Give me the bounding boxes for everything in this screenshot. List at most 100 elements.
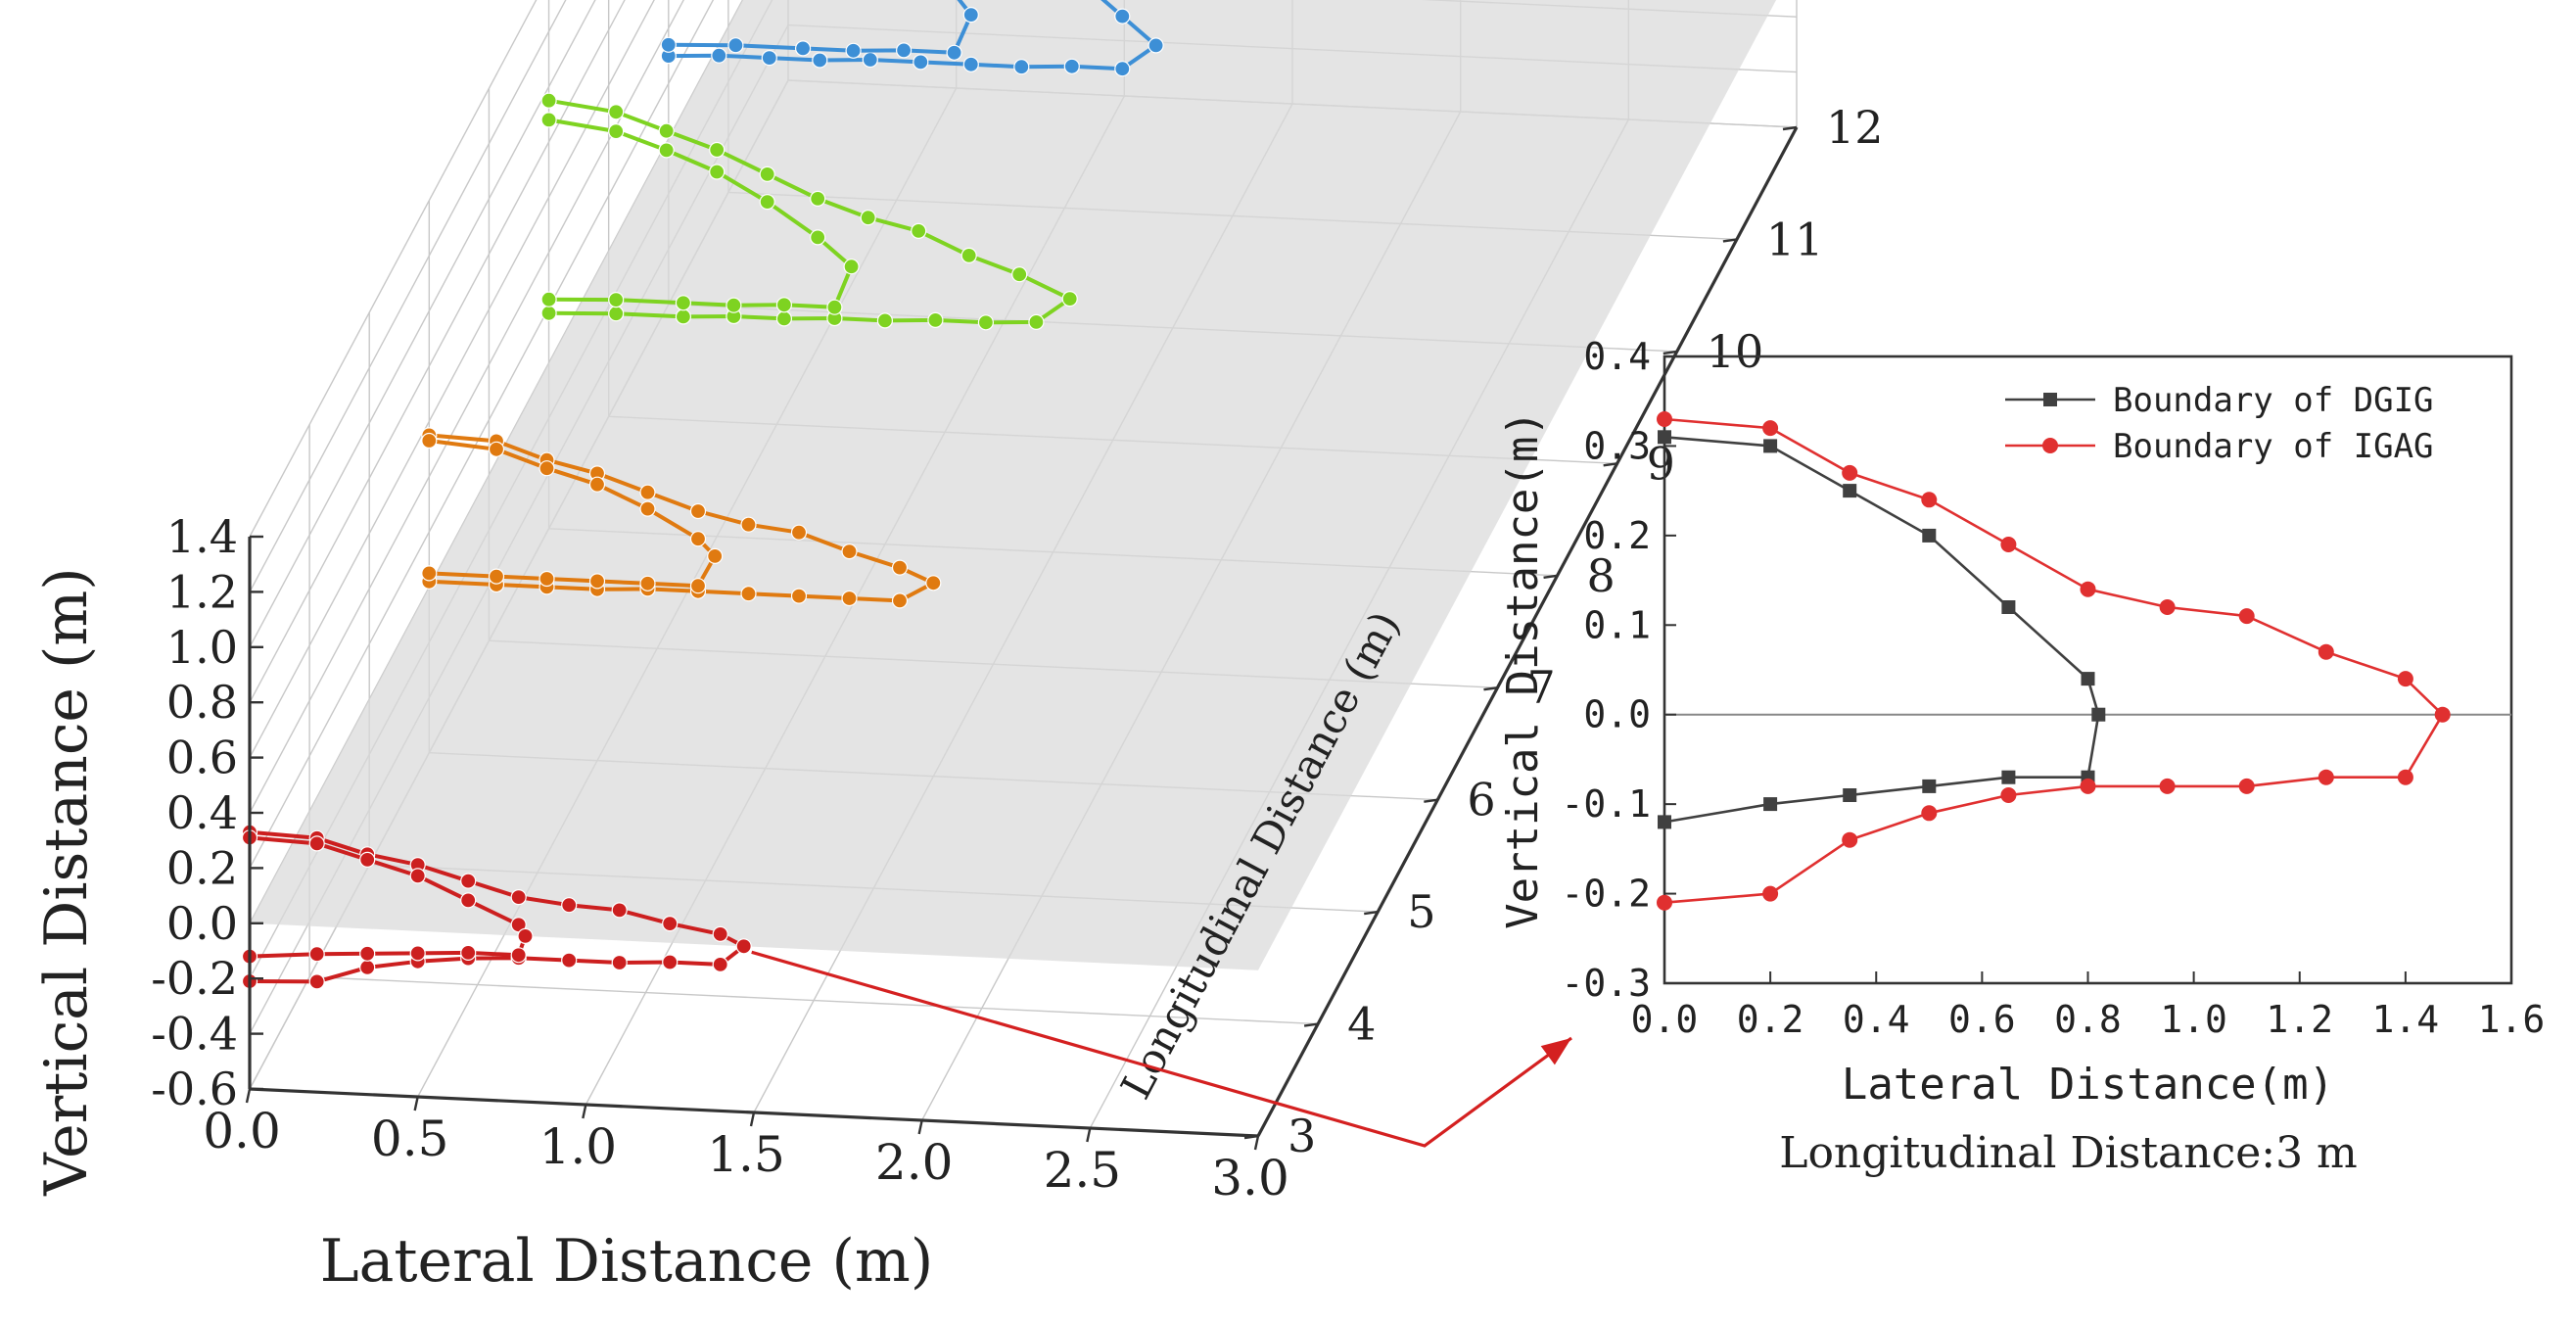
series-2d-point [2238,778,2255,794]
series-3d-point [759,194,775,211]
series-2d-point [2318,643,2334,660]
z-tick-label-3d-6: 6 [1467,774,1495,827]
y-tick-label-3d-0p4: 0.4 [166,786,238,839]
series-2d-point [1658,430,1671,445]
series-2d-point [2397,671,2413,687]
series-3d-point [891,592,909,609]
legend: Boundary of DGIG Boundary of IGAG [2005,381,2434,466]
x-tick-3d-0p0 [245,1088,252,1104]
x-tick-label-3d-1p5: 1.5 [707,1126,785,1183]
x-tick-label-2d-1p4: 1.4 [2372,998,2440,1041]
series-3d-point [639,500,656,517]
series-3d-z8-dgig [540,112,860,315]
series-2d-point [1842,831,1858,848]
series-3d-point [540,291,557,307]
callout-arrow-line [751,950,1572,1148]
x-tick-label-2d-0p0: 0.0 [1631,998,1699,1041]
series-3d-point [810,190,826,207]
series-3d-point [845,42,862,59]
chart-3d-series [241,0,1164,990]
series-2d-point [2000,787,2017,803]
series-2d-point [2238,608,2255,625]
series-3d-point [608,292,625,308]
series-2d-point [1922,779,1937,793]
y-axis-label-3d: Vertical Distance (m) [32,567,101,1196]
series-3d-point [711,47,727,64]
series-3d-point [662,915,679,932]
series-2d-point [1843,788,1857,802]
series-3d-point [539,460,555,477]
x-tick-label-2d-0p6: 0.6 [1948,998,2016,1041]
series-3d-point [308,946,325,963]
y-tick-label-2d-0p1: 0.1 [1583,603,1651,646]
callout-arrow [751,950,1572,1148]
y-tick-label-3d-0p6: 0.6 [166,732,238,784]
series-3d-point [639,575,656,591]
z-tick-3d-6 [1424,798,1438,803]
series-3d-point [608,123,625,140]
series-2d-line [1663,417,2445,904]
series-3d-point [1114,61,1131,77]
series-3d-point [539,570,555,588]
grid-line-wall-y-0p6 [249,0,655,758]
series-2d-point [2081,672,2095,686]
series-3d-point [561,897,578,914]
series-3d-point [1147,37,1164,54]
y-tick-label-3d-1p4: 1.4 [166,510,238,563]
series-2d-point [2159,599,2176,615]
series-3d-point [308,835,325,852]
series-3d-point [409,868,426,884]
z-tick-label-3d-10: 10 [1707,325,1764,378]
z-tick-3d-3 [1243,1134,1259,1140]
legend-entry-igag: Boundary of IGAG [2005,427,2434,466]
y-tick-label-2d-0p2: 0.2 [1583,514,1651,557]
z-tick-label-3d-12: 12 [1826,101,1884,154]
series-3d-point [359,851,376,869]
y-tick-label-3d-neg0p4: -0.4 [151,1008,238,1061]
z-tick-label-3d-3: 3 [1288,1110,1316,1162]
x-tick-3d-1p0 [582,1104,587,1119]
z-tick-label-3d-8: 8 [1587,549,1616,602]
series-2d-point [1763,797,1778,812]
y-tick-label-2d-neg0p2: -0.2 [1561,873,1651,916]
z-axis-3d [1256,126,1799,1137]
series-3d-point [707,547,724,565]
series-2d-point [1762,885,1779,902]
series-3d-point [775,297,793,313]
series-3d-point [977,314,995,331]
series-3d-point [409,945,426,962]
series-3d-point [810,229,826,246]
z-tick-label-3d-5: 5 [1407,885,1435,938]
series-3d-point [660,36,677,53]
series-2d-point [1842,464,1858,481]
series-3d-point [735,938,752,955]
series-2d-dgig [1658,430,2106,829]
x-tick-label-2d-1p2: 1.2 [2266,998,2333,1041]
series-3d-point [790,588,808,604]
series-3d-point [421,432,438,449]
y-tick-label-3d-1p2: 1.2 [166,565,238,618]
x-tick-3d-1p5 [749,1111,756,1127]
x-tick-3d-2p5 [1086,1127,1092,1143]
y-tick-label-3d-0p8: 0.8 [166,676,238,729]
series-2d-point [1762,420,1779,437]
series-3d-point [946,44,962,61]
zero-plane [250,0,1777,970]
series-2d-point [1763,439,1778,453]
chart-3d: Lateral Distance (m) Vertical Distance (… [32,0,1884,1296]
series-2d-point [2318,769,2334,785]
series-2d-point [1657,411,1672,427]
series-3d-point [740,586,757,602]
y-tick-label-3d-0p2: 0.2 [166,841,238,894]
series-3d-point [876,312,894,329]
series-3d-point [761,49,777,67]
z-tick-3d-11 [1722,238,1738,243]
x-tick-label-3d-0p5: 0.5 [371,1111,449,1167]
grid-line-wall-y-1p2 [249,0,567,592]
series-3d-point [740,516,757,533]
series-3d-point [658,122,675,139]
series-2d-point [1921,805,1938,822]
x-axis-label-2d: Lateral Distance(m) [1842,1060,2334,1110]
